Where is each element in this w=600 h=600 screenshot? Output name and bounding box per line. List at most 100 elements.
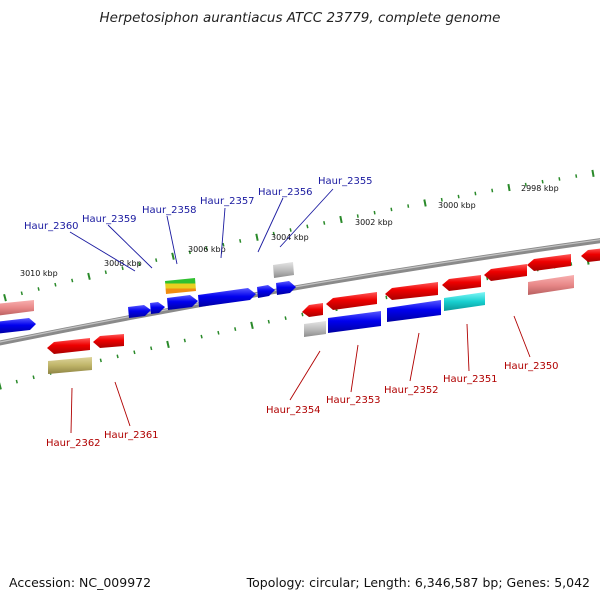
leader-line bbox=[107, 224, 153, 269]
gene-label-haur-2353[interactable]: Haur_2353 bbox=[326, 395, 381, 406]
minor-tick bbox=[99, 358, 102, 363]
minor-tick bbox=[234, 327, 237, 331]
leader-line bbox=[409, 332, 420, 382]
major-tick bbox=[339, 215, 343, 224]
map-title: Herpetosiphon aurantiacus ATCC 23779, co… bbox=[99, 10, 501, 26]
minor-tick bbox=[524, 182, 527, 187]
outer-tick-row bbox=[3, 169, 595, 302]
minor-tick bbox=[54, 282, 57, 287]
minor-tick bbox=[71, 278, 74, 283]
gene-forward[interactable] bbox=[257, 285, 275, 298]
gene-reverse[interactable] bbox=[385, 282, 438, 300]
gene-label-haur-2359[interactable]: Haur_2359 bbox=[82, 214, 137, 225]
gene-reverse[interactable] bbox=[302, 303, 323, 317]
minor-tick bbox=[183, 338, 186, 343]
leader-line bbox=[70, 387, 73, 434]
gene-reverse[interactable] bbox=[48, 357, 92, 374]
minor-tick bbox=[558, 177, 561, 181]
gene-label-leaders bbox=[69, 188, 531, 434]
major-tick bbox=[507, 183, 511, 192]
minor-tick bbox=[407, 204, 410, 208]
minor-tick bbox=[217, 330, 220, 335]
major-tick bbox=[166, 340, 170, 349]
leader-line bbox=[114, 381, 131, 427]
gene-reverse[interactable] bbox=[484, 264, 527, 281]
gene-label-haur-2354[interactable]: Haur_2354 bbox=[266, 405, 321, 416]
gene-reverse[interactable] bbox=[387, 300, 441, 322]
gene-reverse[interactable] bbox=[304, 321, 326, 337]
gene-reverse[interactable] bbox=[444, 292, 485, 311]
gene-reverse[interactable] bbox=[93, 334, 124, 348]
minor-tick bbox=[20, 291, 23, 296]
gene-label-haur-2358[interactable]: Haur_2358 bbox=[142, 205, 197, 216]
minor-tick bbox=[133, 350, 136, 355]
leader-line bbox=[350, 344, 359, 393]
leader-line bbox=[69, 231, 136, 272]
forward-strand-genes bbox=[0, 262, 296, 334]
major-tick bbox=[171, 252, 175, 260]
gene-forward[interactable] bbox=[128, 305, 151, 318]
minor-tick bbox=[474, 191, 477, 196]
accession-label: Accession: NC_009972 bbox=[9, 575, 152, 590]
minor-tick bbox=[390, 207, 393, 212]
gene-label-haur-2350[interactable]: Haur_2350 bbox=[504, 361, 559, 372]
genome-backbone bbox=[0, 238, 600, 346]
gene-reverse[interactable] bbox=[528, 275, 574, 295]
gene-label-haur-2362[interactable]: Haur_2362 bbox=[46, 438, 101, 449]
minor-tick bbox=[491, 188, 494, 193]
leader-line bbox=[220, 207, 226, 259]
gene-forward[interactable] bbox=[150, 302, 165, 314]
major-tick bbox=[423, 199, 427, 207]
minor-tick bbox=[356, 214, 359, 218]
gene-forward[interactable] bbox=[0, 318, 36, 334]
leader-line bbox=[289, 350, 321, 401]
reverse-strand-genes bbox=[0, 248, 600, 374]
gene-label-haur-2360[interactable]: Haur_2360 bbox=[24, 221, 79, 232]
reverse-gene-labels: Haur_2362 Haur_2361 Haur_2354 Haur_2353 … bbox=[46, 361, 559, 449]
gene-forward[interactable] bbox=[198, 288, 256, 307]
gene-forward[interactable] bbox=[276, 281, 296, 295]
minor-tick bbox=[150, 346, 153, 351]
minor-tick bbox=[222, 242, 225, 247]
leader-line bbox=[466, 323, 470, 372]
major-tick bbox=[0, 382, 2, 390]
gene-label-haur-2357[interactable]: Haur_2357 bbox=[200, 196, 255, 207]
minor-tick bbox=[32, 375, 35, 380]
gene-forward[interactable] bbox=[167, 295, 198, 310]
gene-reverse[interactable] bbox=[326, 292, 377, 310]
minor-tick bbox=[385, 295, 388, 300]
gene-forward[interactable] bbox=[273, 262, 294, 278]
scale-label-3004: 3004 kbp bbox=[271, 233, 309, 242]
scale-label-3002: 3002 kbp bbox=[355, 218, 393, 227]
scale-label-3010: 3010 kbp bbox=[20, 269, 58, 278]
minor-tick bbox=[323, 221, 326, 225]
topology-label: Topology: circular; Length: 6,346,587 bp… bbox=[246, 575, 590, 590]
gene-forward[interactable] bbox=[165, 278, 196, 294]
gene-reverse[interactable] bbox=[328, 311, 381, 333]
gene-label-haur-2356[interactable]: Haur_2356 bbox=[258, 187, 313, 198]
minor-tick bbox=[457, 194, 460, 199]
gene-label-haur-2352[interactable]: Haur_2352 bbox=[384, 385, 439, 396]
scale-label-2998: 2998 kbp bbox=[521, 184, 559, 193]
gene-label-haur-2355[interactable]: Haur_2355 bbox=[318, 176, 373, 187]
gene-label-haur-2351[interactable]: Haur_2351 bbox=[443, 374, 498, 385]
gene-reverse[interactable] bbox=[442, 275, 481, 291]
minor-tick bbox=[37, 287, 40, 291]
gene-reverse[interactable] bbox=[527, 254, 571, 271]
minor-tick bbox=[289, 228, 292, 232]
genome-backbone-highlight bbox=[0, 239, 600, 343]
gene-label-haur-2361[interactable]: Haur_2361 bbox=[104, 430, 159, 441]
minor-tick bbox=[155, 258, 158, 262]
gene-reverse[interactable] bbox=[47, 338, 90, 354]
major-tick bbox=[250, 321, 254, 330]
major-tick bbox=[591, 169, 595, 177]
minor-tick bbox=[284, 316, 287, 320]
minor-tick bbox=[575, 174, 578, 178]
minor-tick bbox=[306, 224, 309, 229]
leader-line bbox=[166, 215, 178, 265]
minor-tick bbox=[440, 197, 443, 202]
gene-reverse[interactable] bbox=[581, 248, 600, 262]
gene-reverse[interactable] bbox=[0, 300, 34, 316]
